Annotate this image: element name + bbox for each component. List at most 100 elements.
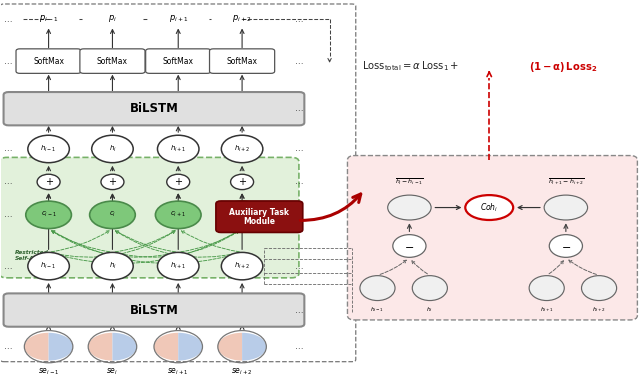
Text: BiLSTM: BiLSTM [129,102,179,115]
Ellipse shape [549,235,582,257]
Text: ...: ... [295,211,304,219]
Ellipse shape [220,201,265,229]
Wedge shape [113,333,137,361]
Text: SoftMax: SoftMax [97,57,128,66]
Text: ...: ... [4,177,13,186]
Ellipse shape [221,253,263,280]
Text: ...: ... [295,14,304,23]
Text: Auxiliary Task: Auxiliary Task [229,208,289,217]
Text: ...: ... [4,144,13,153]
Wedge shape [88,333,113,361]
Text: ...: ... [4,262,13,271]
Ellipse shape [167,174,189,190]
FancyBboxPatch shape [80,49,145,73]
Wedge shape [49,333,73,361]
Text: ...: ... [295,177,304,186]
Text: BiLSTM: BiLSTM [129,304,179,316]
Text: $-$: $-$ [561,241,571,251]
Ellipse shape [360,276,395,301]
Ellipse shape [92,253,133,280]
Ellipse shape [156,201,201,229]
Ellipse shape [393,235,426,257]
Ellipse shape [412,276,447,301]
Wedge shape [218,333,242,361]
FancyBboxPatch shape [0,157,299,278]
Ellipse shape [221,135,263,163]
Text: $c_i$: $c_i$ [109,210,116,220]
Text: $-$: $-$ [404,241,415,251]
Ellipse shape [582,276,616,301]
Ellipse shape [388,195,431,220]
Text: $p_i$: $p_i$ [108,14,117,25]
FancyBboxPatch shape [16,49,81,73]
Text: ...: ... [4,211,13,219]
Text: SoftMax: SoftMax [163,57,194,66]
FancyBboxPatch shape [348,156,637,320]
Text: +: + [108,177,116,187]
Text: $h_{i+2}$: $h_{i+2}$ [592,305,606,314]
Text: ...: ... [295,342,304,351]
Ellipse shape [26,201,72,229]
Text: Restricted
Self-Attention: Restricted Self-Attention [15,250,61,261]
Ellipse shape [37,174,60,190]
Text: Module: Module [243,217,275,226]
Ellipse shape [230,174,253,190]
Text: +: + [45,177,52,187]
Ellipse shape [28,135,69,163]
Text: $h_i$: $h_i$ [109,144,116,154]
Text: $h_i$: $h_i$ [109,261,116,271]
Ellipse shape [465,195,513,220]
Text: $h_i$: $h_i$ [426,305,433,314]
Text: $\overline{h_i - h_{i-1}}$: $\overline{h_i - h_{i-1}}$ [395,177,424,187]
Ellipse shape [157,135,199,163]
Wedge shape [242,333,266,361]
Text: $p_{i+2}$: $p_{i+2}$ [232,14,252,25]
FancyBboxPatch shape [4,293,305,327]
Text: SoftMax: SoftMax [227,57,257,66]
Text: $se_{i-1}$: $se_{i-1}$ [38,367,60,377]
Text: ...: ... [4,342,13,351]
FancyBboxPatch shape [4,92,305,125]
Text: SoftMax: SoftMax [33,57,64,66]
Text: $h_{i+2}$: $h_{i+2}$ [234,261,250,271]
Ellipse shape [90,201,135,229]
FancyBboxPatch shape [216,201,303,232]
Ellipse shape [28,253,69,280]
Text: ...: ... [295,144,304,153]
Text: ...: ... [4,57,13,66]
Text: $h_{i+1}$: $h_{i+1}$ [540,305,554,314]
Text: $c_{i-1}$: $c_{i-1}$ [41,210,56,220]
Wedge shape [178,333,202,361]
Text: $h_{i-1}$: $h_{i-1}$ [40,144,57,154]
Ellipse shape [544,195,588,220]
Ellipse shape [157,253,199,280]
Text: $h_{i-1}$: $h_{i-1}$ [40,261,57,271]
Text: $se_i$: $se_i$ [106,367,118,377]
FancyBboxPatch shape [146,49,211,73]
Text: $p_{i+1}$: $p_{i+1}$ [168,14,188,25]
Text: $h_{i+1}$: $h_{i+1}$ [170,144,186,154]
Text: $\overline{h_{i+1} - h_{i+2}}$: $\overline{h_{i+1} - h_{i+2}}$ [548,177,584,187]
Ellipse shape [92,135,133,163]
Wedge shape [24,333,49,361]
Text: ...: ... [295,104,304,113]
Text: $p_{i-1}$: $p_{i-1}$ [39,14,58,25]
Wedge shape [154,333,178,361]
FancyBboxPatch shape [209,49,275,73]
Text: $\mathrm{Loss_{total}} = \alpha\,\mathrm{Loss_1} + $: $\mathrm{Loss_{total}} = \alpha\,\mathrm… [362,60,459,73]
Text: $se_{i+1}$: $se_{i+1}$ [168,367,189,377]
Text: ...: ... [4,14,13,23]
Ellipse shape [529,276,564,301]
Text: +: + [238,177,246,187]
Text: ...: ... [295,305,304,314]
Text: +: + [174,177,182,187]
Text: $h_{i+2}$: $h_{i+2}$ [234,144,250,154]
Text: $c_{i+1}$: $c_{i+1}$ [170,210,186,220]
Text: $Coh_i$: $Coh_i$ [480,201,499,214]
Text: ...: ... [295,262,304,271]
Text: $c_{i+2}$: $c_{i+2}$ [234,210,250,220]
Text: $h_{i-1}$: $h_{i-1}$ [371,305,385,314]
Text: $h_{i+1}$: $h_{i+1}$ [170,261,186,271]
Text: ...: ... [295,57,304,66]
Text: $\mathbf{(1-\alpha)\,Loss_2}$: $\mathbf{(1-\alpha)\,Loss_2}$ [529,60,597,74]
